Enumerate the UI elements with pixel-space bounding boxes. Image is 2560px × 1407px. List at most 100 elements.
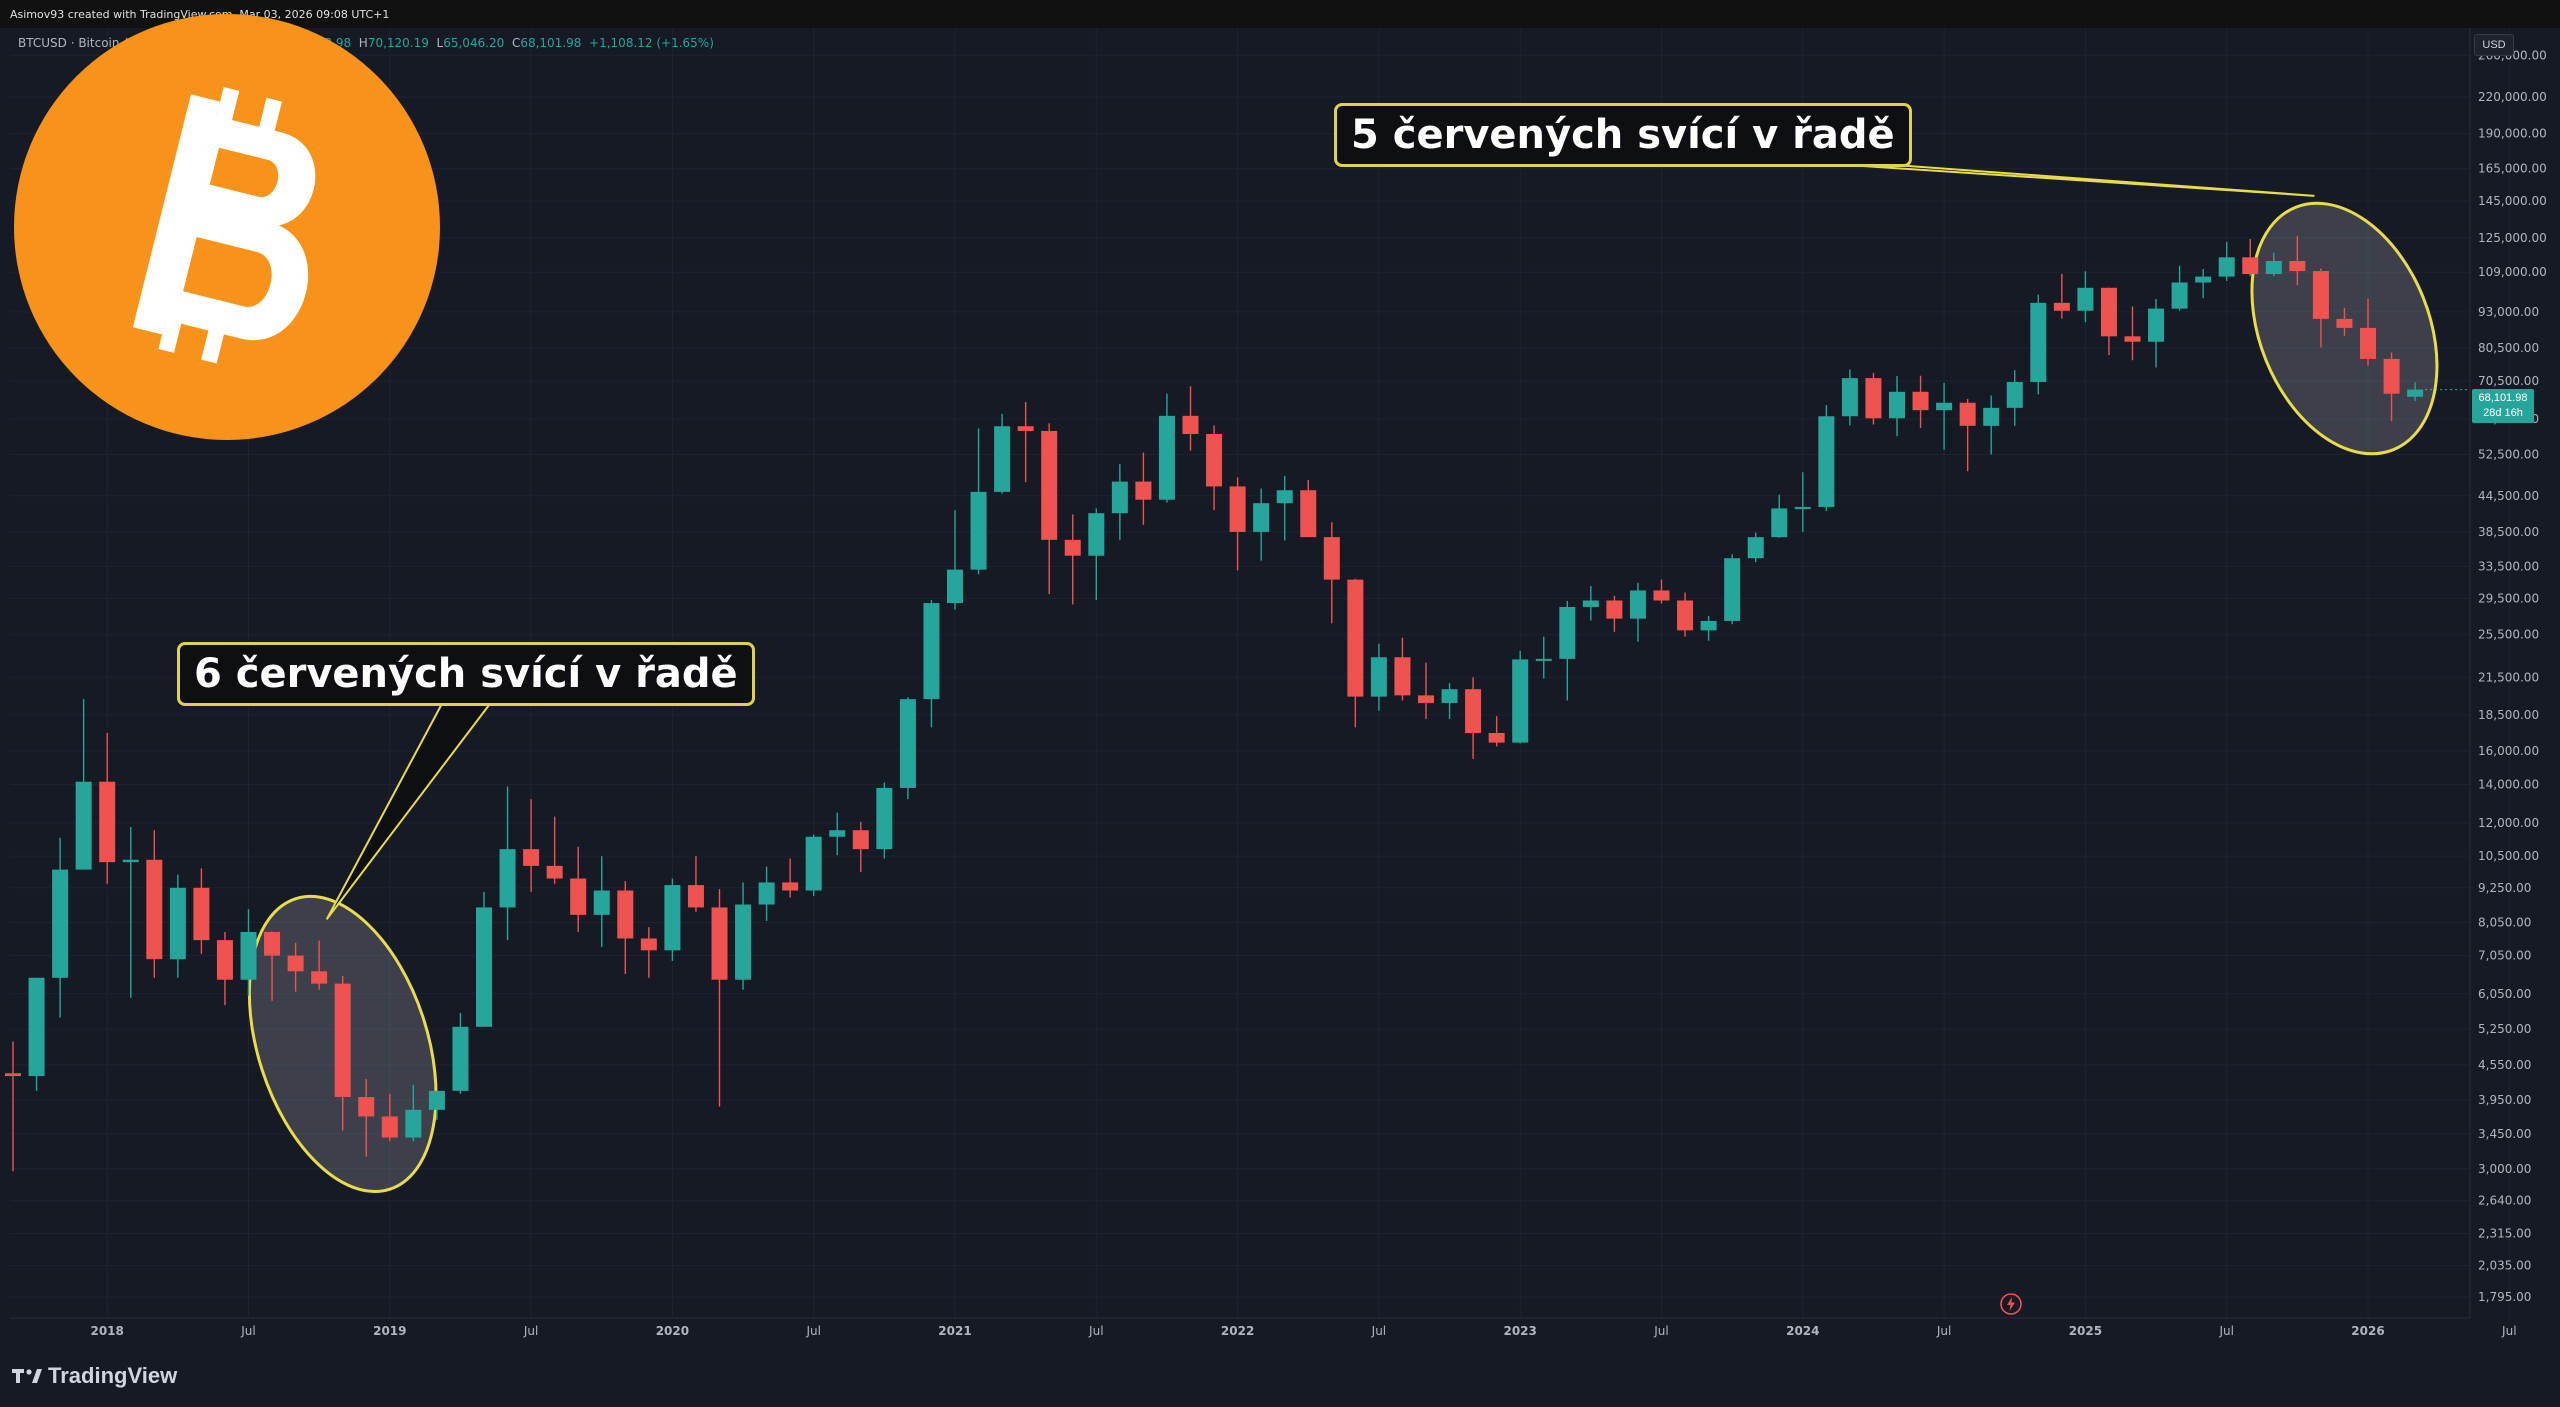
time-tick-label: 2020 (656, 1324, 689, 1338)
flash-icon[interactable] (1999, 1292, 2023, 1316)
price-tick-label: 5,250.00 (2478, 1022, 2531, 1036)
candle-body (99, 781, 116, 863)
low-value: 65,046.20 (443, 36, 505, 50)
high-label: H (358, 36, 368, 50)
callout-pointers (325, 164, 2315, 920)
candle-body (146, 859, 163, 960)
time-tick-label: 2026 (2351, 1324, 2384, 1338)
price-tick-label: 70,500.00 (2478, 374, 2539, 388)
candle-body (216, 940, 233, 980)
price-tick-label: 38,500.00 (2478, 525, 2539, 539)
candle-body (2148, 308, 2165, 342)
candle-body (1794, 506, 1811, 509)
candle-body (1135, 481, 1152, 500)
candle-body (2407, 389, 2424, 397)
tradingview-logo[interactable]: TradingView (12, 1363, 177, 1389)
candle-body (2218, 257, 2235, 277)
price-tick-label: 12,000.00 (2478, 816, 2539, 830)
price-tick-label: 16,000.00 (2478, 744, 2539, 758)
last-price-value: 68,101.98 (2478, 392, 2528, 404)
candle-body (1865, 378, 1882, 419)
tradingview-logo-text: TradingView (48, 1363, 178, 1388)
candle-body (2265, 261, 2282, 275)
candle-body (1229, 486, 1246, 532)
candle-body (1441, 689, 1458, 703)
price-tick-label: 3,950.00 (2478, 1093, 2531, 1107)
candle-body (476, 907, 492, 1027)
price-ticks: 260,000.00220,000.00190,000.00165,000.00… (2478, 48, 2547, 1304)
candle-body (923, 603, 940, 700)
candle-body (334, 983, 351, 1098)
low-label: L (436, 36, 444, 50)
bitcoin-logo-icon (14, 14, 440, 440)
price-tick-label: 21,500.00 (2478, 670, 2539, 684)
grid-lines (10, 28, 2510, 1319)
candle-body (1041, 430, 1058, 540)
candle-body (2336, 318, 2353, 328)
candle-body (1912, 391, 1929, 411)
candle-body (899, 699, 916, 788)
candle-body (122, 859, 139, 863)
price-tick-label: 220,000.00 (2478, 90, 2547, 104)
candle-body (617, 890, 634, 939)
price-tick-label: 29,500.00 (2478, 591, 2539, 605)
candle-body (546, 865, 563, 879)
time-ticks: 2018 Jul 2019 Jul 2020 Jul 2021 Jul 2022 Jul 2023 J… (90, 1324, 2516, 1338)
candle-body (1418, 695, 1434, 703)
candle-body (452, 1026, 469, 1091)
tradingview-logo-icon (12, 1363, 42, 1389)
candle-body (2289, 261, 2306, 272)
countdown: 28d 16h (2483, 407, 2523, 419)
candle-body (640, 938, 657, 951)
time-tick-label: 2021 (938, 1324, 971, 1338)
currency-label[interactable]: USD (2474, 34, 2514, 56)
candle-body (1889, 391, 1905, 419)
time-tick-label: Jul (805, 1324, 820, 1338)
candle-body (1276, 490, 1293, 504)
price-axis[interactable] (2470, 28, 2560, 1318)
candle-body (1582, 600, 1599, 607)
time-tick-label: 2025 (2069, 1324, 2102, 1338)
price-tick-label: 190,000.00 (2478, 127, 2547, 141)
candle-body (1771, 508, 1788, 538)
candle-body (2100, 287, 2117, 337)
price-tick-label: 145,000.00 (2478, 194, 2547, 208)
price-tick-label: 7,050.00 (2478, 949, 2531, 963)
price-tick-label: 1,795.00 (2478, 1290, 2531, 1304)
candle-body (2360, 327, 2376, 359)
candle-body (405, 1109, 422, 1138)
candle-body (2053, 302, 2070, 311)
price-tick-label: 125,000.00 (2478, 231, 2547, 245)
candle-body (1983, 407, 2000, 426)
price-tick-label: 33,500.00 (2478, 560, 2539, 574)
price-tick-label: 3,000.00 (2478, 1162, 2531, 1176)
candle-body (2077, 287, 2094, 311)
price-tick-label: 80,500.00 (2478, 341, 2539, 355)
time-tick-label: Jul (1371, 1324, 1386, 1338)
candle-body (570, 878, 587, 915)
last-price-label: 68,101.98 28d 16h (2472, 389, 2534, 423)
time-tick-label: 2022 (1221, 1324, 1254, 1338)
time-tick-label: 2023 (1503, 1324, 1536, 1338)
candle-body (1465, 689, 1482, 733)
candle-body (1017, 426, 1034, 431)
candle-body (499, 849, 516, 908)
time-tick-label: 2024 (1786, 1324, 1819, 1338)
candle-body (1206, 433, 1223, 487)
candle-body (428, 1090, 445, 1110)
candle-body (2242, 257, 2259, 275)
candle-body (1959, 402, 1976, 426)
time-tick-label: Jul (523, 1324, 538, 1338)
candle-body (287, 955, 304, 972)
candle-body (687, 885, 704, 908)
candle-body (1323, 537, 1340, 580)
callout-pointer (325, 703, 492, 920)
time-tick-label: 2019 (373, 1324, 406, 1338)
candle-body (1559, 606, 1576, 659)
candle-body (2006, 382, 2023, 408)
time-tick-label: Jul (2501, 1324, 2516, 1338)
candle-body (805, 836, 822, 891)
time-tick-label: Jul (1653, 1324, 1668, 1338)
price-tick-label: 25,500.00 (2478, 628, 2539, 642)
